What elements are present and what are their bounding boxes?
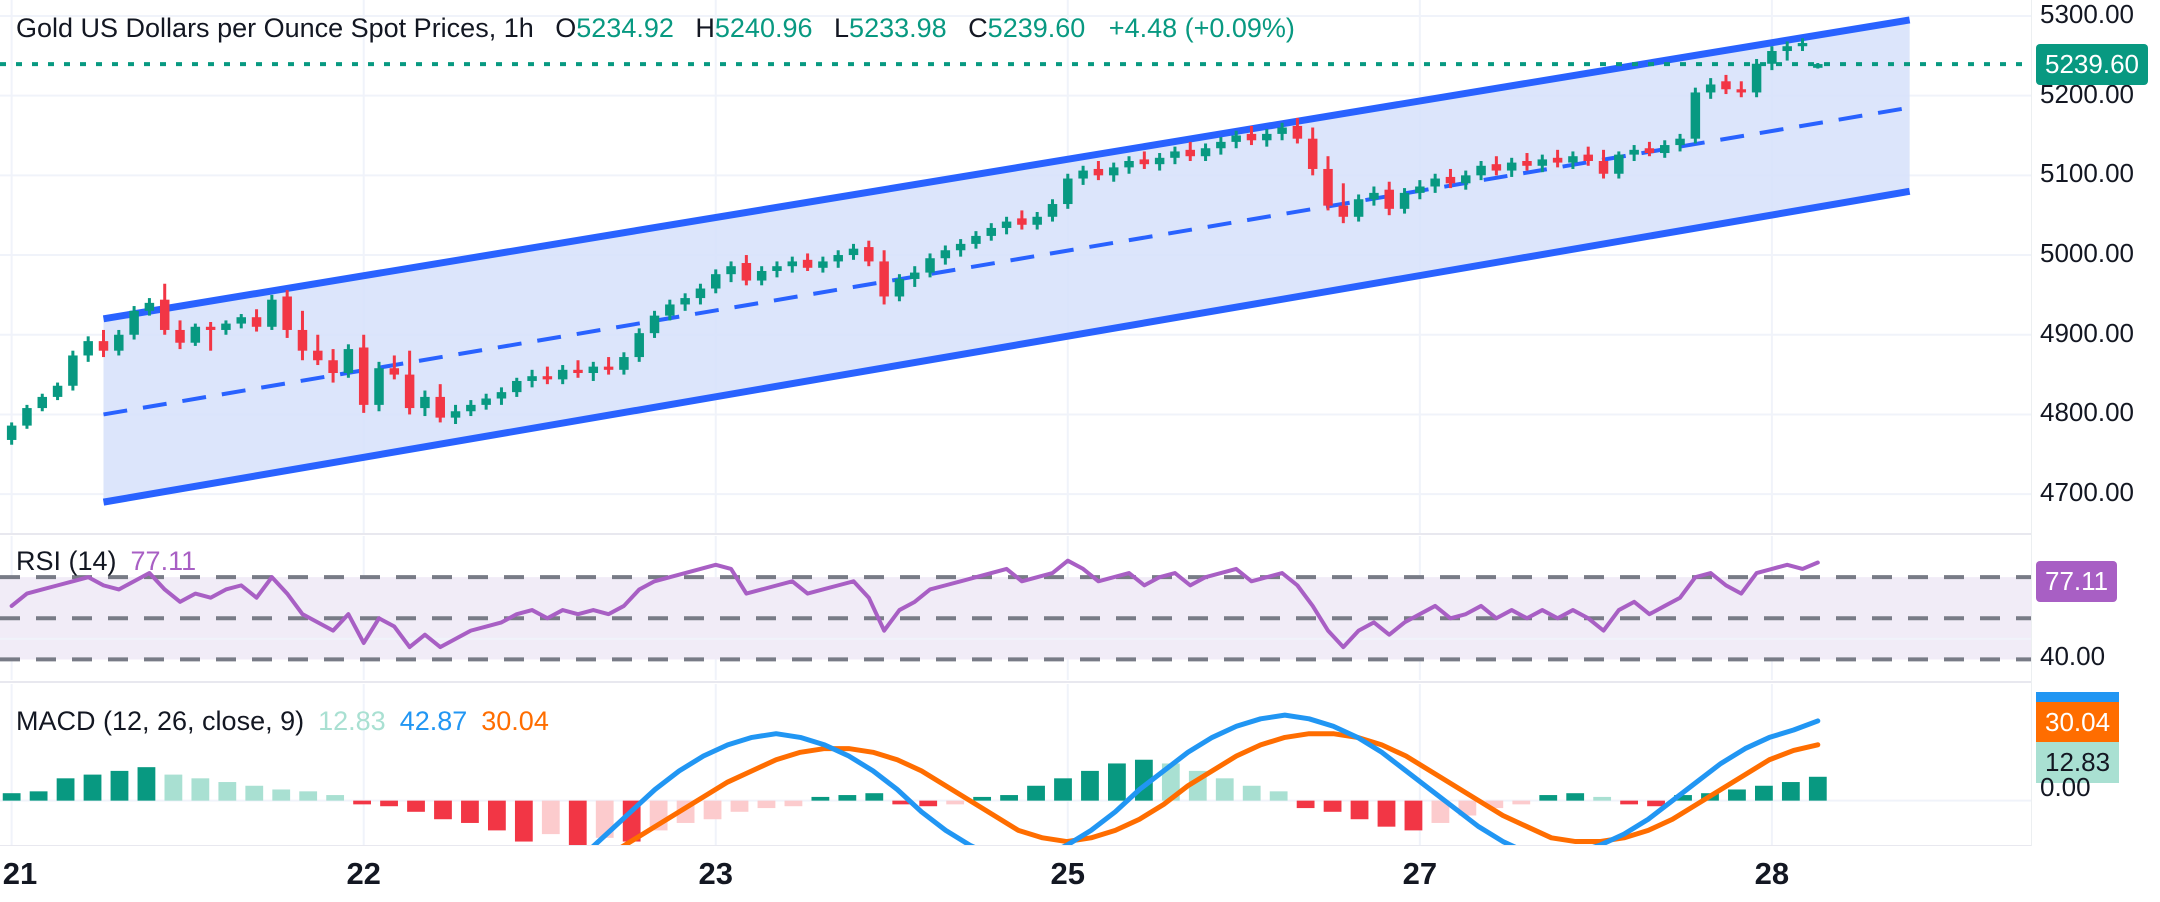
pane-separator-price-rsi[interactable] bbox=[0, 533, 2160, 535]
hist-badge[interactable]: 12.83 bbox=[2036, 742, 2120, 783]
price-axis-label: 4900.00 bbox=[2040, 317, 2134, 348]
price-pane[interactable] bbox=[0, 0, 2032, 534]
time-axis-label: 25 bbox=[1050, 856, 1086, 891]
time-axis-label: 27 bbox=[1402, 856, 1438, 891]
rsi-axis-label: 40.00 bbox=[2040, 641, 2106, 671]
time-axis-label: 21 bbox=[2, 856, 38, 891]
rsi-badge[interactable]: 77.11 bbox=[2036, 561, 2118, 602]
macd-axis-label: 0.00 bbox=[2040, 772, 2091, 802]
price-axis-label: 5300.00 bbox=[2040, 0, 2134, 29]
price-chart-canvas[interactable] bbox=[0, 0, 2032, 534]
price-axis-divider bbox=[2031, 0, 2032, 846]
macd-chart-canvas[interactable] bbox=[0, 684, 2032, 846]
pane-separator-rsi-macd[interactable] bbox=[0, 681, 2160, 683]
price-scale[interactable]: 5300.00 5200.00 5100.00 5000.00 4900.00 4800.… bbox=[2032, 0, 2160, 846]
signal-badge[interactable]: 30.04 bbox=[2036, 702, 2120, 743]
macd-pane[interactable] bbox=[0, 684, 2032, 846]
price-axis-label: 4800.00 bbox=[2040, 397, 2134, 428]
price-axis-label: 4700.00 bbox=[2040, 477, 2134, 508]
last-price-badge[interactable]: 5239.60 bbox=[2036, 44, 2148, 86]
price-axis-label: 5000.00 bbox=[2040, 238, 2134, 269]
time-scale[interactable]: 21 22 23 25 27 28 bbox=[0, 846, 2160, 902]
time-axis-label: 23 bbox=[698, 856, 733, 891]
time-axis-label: 28 bbox=[1754, 856, 1790, 891]
price-axis-label: 5100.00 bbox=[2040, 158, 2134, 189]
rsi-chart-canvas[interactable] bbox=[0, 536, 2032, 680]
time-axis-label: 22 bbox=[346, 856, 381, 891]
rsi-pane[interactable] bbox=[0, 536, 2032, 680]
